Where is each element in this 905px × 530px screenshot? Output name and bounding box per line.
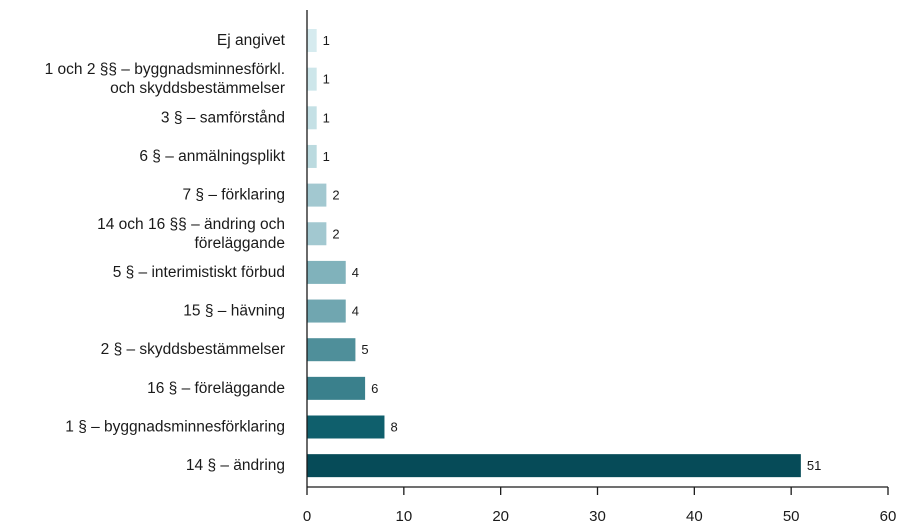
- bar-value-label: 4: [352, 265, 359, 280]
- bar-value-label: 1: [323, 110, 330, 125]
- bar: [307, 299, 346, 323]
- category-label: och skyddsbestämmelser: [110, 80, 285, 97]
- bar-value-label: 8: [390, 420, 397, 435]
- bar: [307, 260, 346, 284]
- category-label: 15 § – hävning: [183, 303, 285, 320]
- bar: [307, 106, 317, 130]
- category-label: 2 § – skyddsbestämmelser: [101, 341, 285, 358]
- category-label: Ej angivet: [217, 32, 286, 49]
- category-label: 16 § – föreläggande: [147, 380, 285, 397]
- bar-value-label: 4: [352, 304, 359, 319]
- category-label: 7 § – förklaring: [182, 187, 285, 204]
- bar-value-label: 5: [361, 342, 368, 357]
- x-tick-label: 10: [395, 508, 412, 525]
- bar: [307, 415, 385, 439]
- x-tick-label: 20: [492, 508, 509, 525]
- category-label: 1 och 2 §§ – byggnadsminnesförkl.: [45, 61, 285, 78]
- x-tick-label: 60: [880, 508, 897, 525]
- bar: [307, 144, 317, 168]
- x-tick-label: 50: [783, 508, 800, 525]
- bar: [307, 183, 327, 207]
- category-labels: Ej angivet 1 och 2 §§ – byggnadsminnesför…: [45, 32, 286, 474]
- x-tick-label: 40: [686, 508, 703, 525]
- bar: [307, 454, 801, 478]
- x-tick-label: 30: [589, 508, 606, 525]
- category-label: föreläggande: [195, 235, 286, 252]
- category-label: 14 § – ändring: [186, 457, 285, 474]
- bar: [307, 376, 366, 400]
- bar-value-label: 51: [807, 458, 821, 473]
- bar: [307, 67, 317, 91]
- x-tick-label: 0: [303, 508, 311, 525]
- category-label: 1 § – byggnadsminnesförklaring: [65, 419, 285, 436]
- bar-value-label: 1: [323, 72, 330, 87]
- bar-value-label: 6: [371, 381, 378, 396]
- bar-value-label: 1: [323, 149, 330, 164]
- x-axis-ticks: 0 10 20 30 40 50 60: [303, 487, 897, 525]
- category-label: 6 § – anmälningsplikt: [139, 148, 285, 165]
- category-label: 5 § – interimistiskt förbud: [113, 264, 285, 281]
- bar-value-label: 1: [323, 33, 330, 48]
- value-labels: 1 1 1 1 2 2 4 4 5 6 8 51: [323, 33, 822, 473]
- bar: [307, 222, 327, 246]
- category-label: 14 och 16 §§ – ändring och: [97, 216, 285, 233]
- bars-group: [307, 29, 801, 478]
- bar: [307, 338, 356, 362]
- bar-value-label: 2: [332, 226, 339, 241]
- bar: [307, 29, 317, 52]
- category-label: 3 § – samförstånd: [161, 109, 285, 126]
- bar-value-label: 2: [332, 188, 339, 203]
